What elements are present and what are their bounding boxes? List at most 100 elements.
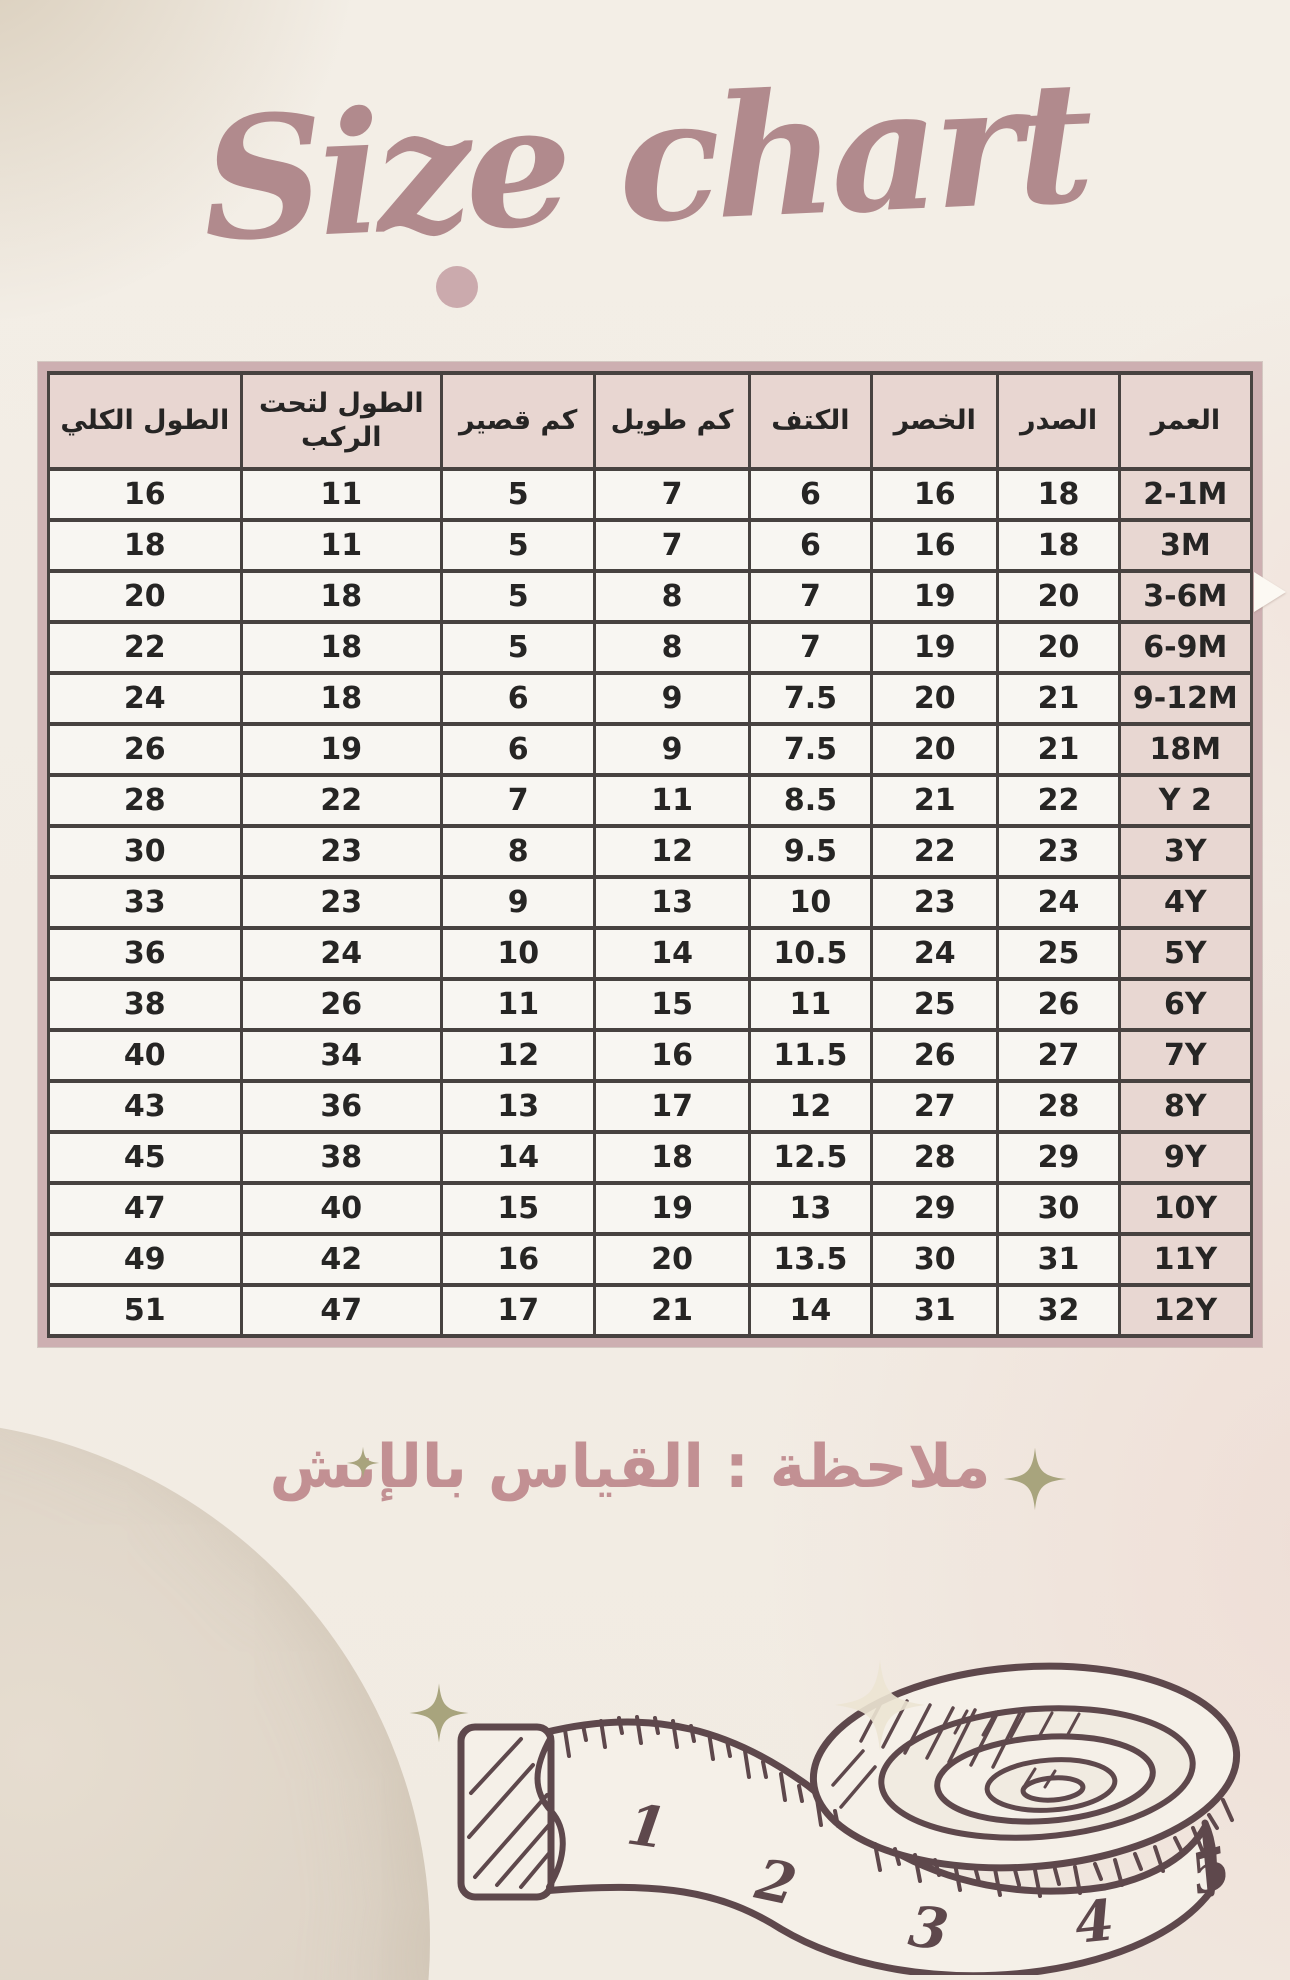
measurement-cell: 19	[593, 1181, 751, 1236]
measurement-cell: 43	[47, 1079, 243, 1134]
measurement-cell: 20	[870, 722, 1000, 777]
table-row: 18M 21 20 7.5 9 6 19 26	[47, 722, 1254, 777]
measurement-cell: 30	[47, 824, 243, 879]
measurement-cell: 25	[996, 926, 1121, 981]
age-cell: 7Y	[1117, 1028, 1254, 1083]
sparkle-icon	[1003, 1447, 1067, 1511]
measurement-cell: 23	[870, 875, 1000, 930]
measurement-cell: 12	[440, 1028, 597, 1083]
measurement-cell: 24	[239, 926, 444, 981]
measurement-cell: 24	[996, 875, 1121, 930]
measurement-cell: 14	[747, 1283, 874, 1338]
measurement-cell: 7	[747, 569, 874, 624]
measurement-cell: 47	[47, 1181, 243, 1236]
measurement-cell: 28	[870, 1130, 1000, 1185]
measurement-cell: 18	[996, 518, 1121, 573]
column-header: كم طويل	[593, 371, 751, 471]
measurement-cell: 20	[47, 569, 243, 624]
dot-decoration	[436, 266, 478, 308]
measurement-cell: 7	[440, 773, 597, 828]
measurement-cell: 21	[870, 773, 1000, 828]
size-table-body: 2-1M 18 16 6 7 5 11 16 3M 18 16 6 7 5 11 18 3-6M 20 19 7 8 5 1…	[47, 467, 1254, 1338]
size-table-header-row: العمر الصدر الخصر الكتف كم طويل كم قصير الطول …	[47, 371, 1254, 471]
measurement-cell: 12	[747, 1079, 874, 1134]
measurement-cell: 11.5	[747, 1028, 874, 1083]
age-cell: 12Y	[1117, 1283, 1254, 1338]
measurement-cell: 13	[593, 875, 751, 930]
measurement-cell: 36	[239, 1079, 444, 1134]
measurement-cell: 28	[47, 773, 243, 828]
moon-decoration	[0, 1420, 430, 1980]
measurement-cell: 27	[870, 1079, 1000, 1134]
measurement-cell: 5	[440, 569, 597, 624]
measurement-cell: 47	[239, 1283, 444, 1338]
measurement-cell: 38	[239, 1130, 444, 1185]
table-row: 2-1M 18 16 6 7 5 11 16	[47, 467, 1254, 522]
table-row: 3Y 23 22 9.5 12 8 23 30	[47, 824, 1254, 879]
sparkle-icon	[346, 1446, 380, 1480]
measurement-cell: 19	[870, 569, 1000, 624]
measurement-cell: 18	[593, 1130, 751, 1185]
measurement-cell: 24	[47, 671, 243, 726]
measurement-cell: 51	[47, 1283, 243, 1338]
measurement-cell: 16	[440, 1232, 597, 1287]
age-cell: 9Y	[1117, 1130, 1254, 1185]
measurement-cell: 40	[239, 1181, 444, 1236]
measurement-cell: 8.5	[747, 773, 874, 828]
measurement-cell: 45	[47, 1130, 243, 1185]
measurement-cell: 17	[440, 1283, 597, 1338]
table-row: 3M 18 16 6 7 5 11 18	[47, 518, 1254, 573]
measurement-cell: 8	[440, 824, 597, 879]
measurement-cell: 26	[996, 977, 1121, 1032]
age-cell: 5Y	[1117, 926, 1254, 981]
measurement-cell: 15	[440, 1181, 597, 1236]
size-table: العمر الصدر الخصر الكتف كم طويل كم قصير الطول …	[47, 371, 1254, 1338]
column-header: كم قصير	[440, 371, 597, 471]
age-cell: 6-9M	[1117, 620, 1254, 675]
measurement-cell: 30	[870, 1232, 1000, 1287]
measurement-cell: 26	[239, 977, 444, 1032]
measurement-cell: 33	[47, 875, 243, 930]
measurement-cell: 6	[747, 518, 874, 573]
measurement-cell: 20	[996, 569, 1121, 624]
measurement-cell: 13.5	[747, 1232, 874, 1287]
measurement-cell: 38	[47, 977, 243, 1032]
sparkle-icon	[409, 1683, 469, 1743]
column-header: الصدر	[996, 371, 1121, 471]
measurement-cell: 26	[870, 1028, 1000, 1083]
measurement-cell: 11	[239, 518, 444, 573]
arrow-right-icon	[1254, 572, 1286, 612]
measurement-cell: 12	[593, 824, 751, 879]
measurement-cell: 13	[440, 1079, 597, 1134]
measurement-cell: 29	[996, 1130, 1121, 1185]
column-header: الكتف	[747, 371, 874, 471]
measurement-cell: 34	[239, 1028, 444, 1083]
age-cell: 6Y	[1117, 977, 1254, 1032]
measurement-cell: 7.5	[747, 722, 874, 777]
measurement-cell: 5	[440, 467, 597, 522]
measurement-cell: 25	[870, 977, 1000, 1032]
table-row: 9Y 29 28 12.5 18 14 38 45	[47, 1130, 1254, 1185]
measurement-cell: 18	[239, 671, 444, 726]
table-row: 10Y 30 29 13 19 15 40 47	[47, 1181, 1254, 1236]
measurement-cell: 16	[870, 518, 1000, 573]
column-header: الطول الكلي	[47, 371, 243, 471]
table-row: 11Y 31 30 13.5 20 16 42 49	[47, 1232, 1254, 1287]
measurement-cell: 13	[747, 1181, 874, 1236]
measuring-tape-illustration: 1 2 3 4 5	[457, 1660, 1241, 1975]
measurement-cell: 30	[996, 1181, 1121, 1236]
age-cell: 3M	[1117, 518, 1254, 573]
measurement-cell: 16	[870, 467, 1000, 522]
measurement-cell: 18	[47, 518, 243, 573]
table-row: 2 Y 22 21 8.5 11 7 22 28	[47, 773, 1254, 828]
measurement-cell: 11	[593, 773, 751, 828]
tape-number: 1	[623, 1792, 671, 1863]
measurement-cell: 22	[996, 773, 1121, 828]
table-row: 8Y 28 27 12 17 13 36 43	[47, 1079, 1254, 1134]
column-header: الخصر	[870, 371, 1000, 471]
measurement-cell: 9	[593, 722, 751, 777]
measurement-cell: 14	[593, 926, 751, 981]
age-cell: 11Y	[1117, 1232, 1254, 1287]
measurement-cell: 22	[239, 773, 444, 828]
measurement-cell: 7.5	[747, 671, 874, 726]
